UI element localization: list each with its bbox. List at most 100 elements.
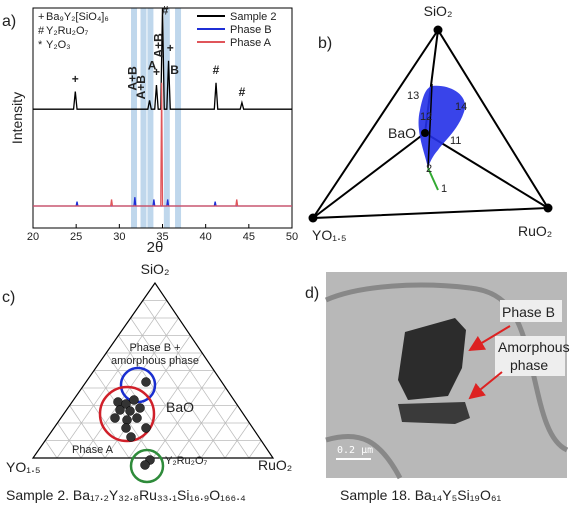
- series-line: [33, 197, 292, 207]
- sample-dot: [113, 397, 123, 407]
- x-tick-label: 25: [70, 231, 82, 243]
- panel-label: c): [2, 289, 15, 306]
- highlight-band: [163, 8, 170, 228]
- point-label: 14: [455, 101, 467, 113]
- sample-dot: [110, 413, 120, 423]
- vertex-label: SiO₂: [424, 3, 453, 19]
- annotation: +: [153, 65, 160, 79]
- caption: Sample 18. Ba₁₄Y₅Si₁₉O₆₁: [340, 487, 502, 503]
- sample-dot: [141, 377, 151, 387]
- panel-d: d) 0.2 μm Phase B Amorphous phase Sample…: [305, 272, 570, 503]
- sample-dot: [122, 415, 132, 425]
- ternary-grid: [93, 370, 154, 459]
- particle: [398, 402, 470, 424]
- tie-line: [427, 167, 439, 191]
- caption: Sample 2. Ba₁₇.₂Y₃₂.₈Ru₃₃.₁Si₁₆.₉O₁₆₆.₄: [6, 487, 246, 503]
- particle: [398, 318, 466, 400]
- annotation: Phase B: [502, 304, 555, 320]
- region-label: Y₂Ru₂O₇: [165, 455, 207, 467]
- annotation: A+B: [134, 75, 148, 100]
- ternary-grid: [44, 440, 58, 459]
- x-tick-label: 35: [156, 231, 168, 243]
- legend-symbol: #: [38, 25, 45, 37]
- legend-label: Y₂O₃: [46, 39, 71, 51]
- sample-dot: [126, 432, 136, 442]
- annotation: Amorphous: [498, 339, 570, 355]
- sample-dot: [115, 405, 125, 415]
- sample-dot: [140, 460, 150, 470]
- x-tick-label: 30: [113, 231, 125, 243]
- arrow: [468, 371, 503, 400]
- vertex-label: SiO₂: [141, 261, 170, 277]
- vertex: [421, 129, 429, 137]
- panel-label: a): [2, 13, 16, 30]
- ternary-grid: [152, 370, 215, 459]
- region-label: Phase B +: [129, 342, 180, 354]
- ternary-grid: [56, 300, 168, 459]
- vertex-label: RuO₂: [518, 223, 552, 239]
- scale-label: 0.2 μm: [337, 445, 373, 456]
- legend-symbol: +: [38, 11, 44, 23]
- annotation: #: [162, 4, 169, 18]
- legend-label: Phase B: [230, 24, 272, 36]
- panel-b: b) SiO₂ YO₁.₅ RuO₂ BaO 13 12 14 11 2 1: [308, 3, 553, 243]
- sample-dot: [129, 395, 139, 405]
- annotation: #: [239, 85, 246, 99]
- annotation: phase: [510, 357, 548, 373]
- point-label: 2: [426, 163, 432, 175]
- x-tick-label: 45: [243, 231, 255, 243]
- point-label: 13: [407, 90, 419, 102]
- x-tick-label: 20: [27, 231, 39, 243]
- panel-c: c) SiO₂ YO₁.₅ RuO₂ Phase B + amorphous p…: [2, 261, 292, 503]
- region-label: amorphous phase: [111, 355, 199, 367]
- annotation: +: [167, 41, 174, 55]
- highlight-band: [147, 8, 154, 228]
- x-tick-label: 50: [286, 231, 298, 243]
- region-label: BaO: [166, 399, 194, 415]
- ternary-grid: [142, 300, 250, 459]
- highlight-band: [140, 8, 147, 228]
- highlight-band: [175, 8, 182, 228]
- ternary-grid: [130, 317, 226, 459]
- vertex-label: RuO₂: [258, 457, 292, 473]
- x-label: 2θ: [147, 239, 164, 256]
- region: [418, 85, 466, 168]
- panel-label: d): [305, 285, 319, 302]
- point-label: 1: [441, 183, 447, 195]
- tie-line: [427, 83, 433, 169]
- region-circle: [98, 385, 156, 443]
- legend-label: Sample 2: [230, 11, 276, 23]
- annotation: A+B: [152, 33, 166, 58]
- sample-dot: [135, 403, 145, 413]
- sample-dot: [121, 423, 131, 433]
- annotation: +: [72, 72, 79, 86]
- legend-label: Phase A: [230, 37, 272, 49]
- point-label: 12: [420, 111, 432, 123]
- ternary-grid: [118, 335, 202, 459]
- legend-symbol: *: [38, 39, 43, 51]
- y-label: Intensity: [9, 92, 25, 144]
- series-line: [33, 7, 292, 110]
- label-box: [500, 300, 562, 322]
- region-circle: [129, 448, 165, 484]
- panel-label: b): [318, 35, 332, 52]
- legend-label: Ba₉Y₂[SiO₄]₆: [46, 11, 109, 23]
- vertex: [543, 203, 553, 213]
- annotation: A+B: [126, 66, 140, 91]
- legend-label: Y₂Ru₂O₇: [46, 25, 88, 37]
- vertex-label: YO₁.₅: [6, 459, 40, 475]
- annotation: #: [213, 63, 220, 77]
- region-label: Phase A: [72, 444, 114, 456]
- vertex-label: BaO: [388, 125, 416, 141]
- highlight-band: [131, 8, 138, 228]
- vertex: [308, 213, 318, 223]
- label-box: [495, 336, 565, 376]
- series-line: [33, 82, 292, 207]
- ternary-grid: [69, 405, 106, 459]
- annotation: B: [170, 63, 179, 77]
- x-tick-label: 40: [200, 231, 212, 243]
- point-label: 11: [450, 135, 461, 147]
- vertex-label: YO₁.₅: [312, 227, 346, 243]
- ternary-grid: [248, 440, 262, 459]
- ternary-grid: [200, 405, 238, 459]
